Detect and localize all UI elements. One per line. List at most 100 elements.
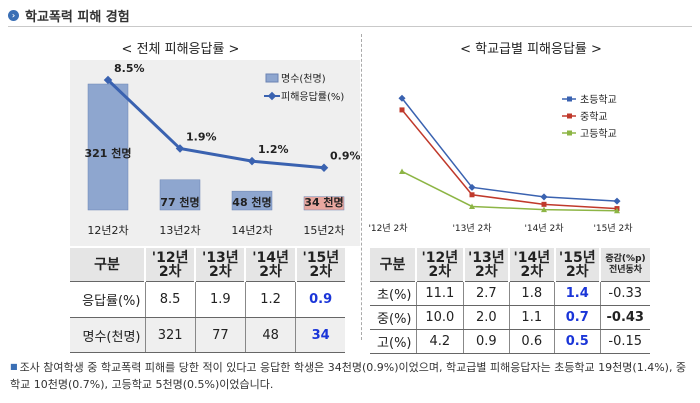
col-header: 구분 — [70, 248, 145, 282]
table-cell: -0.15 — [599, 329, 650, 354]
table-cell: 1.8 — [508, 281, 555, 306]
overall-table: 구분 '12년 2차 '13년 2차 '14년 2차 '15년 2차 응답률(%… — [70, 248, 345, 353]
data-point — [613, 197, 621, 205]
table-cell: 0.6 — [508, 329, 555, 354]
legend-label: 중학교 — [580, 111, 608, 123]
bar — [231, 190, 273, 211]
data-point — [469, 203, 475, 209]
col-header: '15년 2차 — [294, 248, 345, 282]
section-header: › 학교폭력 피해 경험 — [8, 6, 130, 25]
x-tick-label: '12년 2차 — [368, 222, 408, 234]
legend-label: 고등학교 — [580, 128, 617, 140]
legend-label: 피해응답률(%) — [281, 90, 344, 103]
x-tick-label: 13년2차 — [159, 224, 200, 237]
table-cell: 4.2 — [415, 329, 464, 354]
legend-marker — [567, 96, 572, 102]
table-row: 초(%) 11.1 2.7 1.8 1.4 -0.33 — [370, 281, 650, 306]
table-cell: 0.5 — [554, 329, 600, 354]
table-cell: 2.0 — [463, 305, 510, 330]
bar — [303, 196, 345, 211]
data-point — [541, 206, 547, 213]
col-header: '12년 2차 — [143, 248, 196, 282]
data-point — [319, 163, 329, 172]
bar — [159, 179, 201, 211]
left-chart-title: < 전체 피해응답률 > — [121, 42, 240, 57]
legend-marker — [567, 113, 572, 119]
right-chart-title: < 학교급별 피해응답률 > — [460, 42, 602, 57]
footnote: ■ 조사 참여학생 중 학교폭력 피해를 당한 적이 있다고 응답한 학생은 34… — [10, 358, 690, 393]
legend-marker — [567, 130, 572, 136]
col-header: '12년 2차 — [415, 248, 464, 282]
x-tick-label: 15년2차 — [303, 224, 344, 237]
table-cell: -0.33 — [599, 281, 650, 306]
table-cell: -0.43 — [599, 305, 650, 330]
row-label: 초(%) — [370, 281, 416, 306]
table-cell: 34 — [295, 317, 345, 353]
x-tick-label: 12년2차 — [87, 224, 128, 237]
section-title: 학교폭력 피해 경험 — [25, 10, 130, 25]
header-divider — [8, 26, 692, 27]
table-cell: 10.0 — [415, 305, 464, 330]
row-label: 고(%) — [370, 329, 416, 354]
data-point — [398, 94, 406, 102]
table-cell: 8.5 — [144, 281, 196, 318]
table-row: 명수(천명) 321 77 48 34 — [70, 317, 345, 353]
bar — [87, 83, 129, 211]
data-point — [614, 207, 620, 214]
row-label: 중(%) — [370, 305, 416, 330]
table-cell: 48 — [244, 317, 296, 353]
table-cell: 1.4 — [554, 281, 600, 306]
footnote-text: 조사 참여학생 중 학교폭력 피해를 당한 적이 있다고 응답한 학생은 34천… — [10, 361, 687, 391]
table-cell: 321 — [144, 317, 196, 353]
table-header-row: 구분 '12년 2차 '13년 2차 '14년 2차 '15년 2차 증감(%p… — [370, 248, 650, 282]
series-line-1 — [401, 97, 618, 202]
data-label: 1.2% — [258, 143, 289, 156]
table-cell: 1.1 — [508, 305, 555, 330]
school-level-table: 구분 '12년 2차 '13년 2차 '14년 2차 '15년 2차 증감(%p… — [370, 248, 650, 354]
x-tick-label: 14년2차 — [231, 224, 272, 237]
series-line-3 — [401, 170, 618, 212]
table-cell: 1.2 — [244, 281, 296, 318]
x-tick-label: '14년 2차 — [524, 222, 564, 234]
legend-label: 명수(천명) — [281, 73, 326, 85]
table-cell: 0.9 — [295, 281, 345, 318]
data-point — [247, 156, 257, 166]
bar-label: 321 천명 — [84, 146, 131, 160]
col-header: '15년 2차 — [553, 248, 600, 282]
data-point — [540, 193, 548, 201]
col-header: '13년 2차 — [462, 248, 510, 282]
row-label: 명수(천명) — [70, 317, 145, 353]
x-tick-label: '13년 2차 — [452, 222, 492, 234]
data-label: 8.5% — [114, 62, 145, 75]
legend-label: 초등학교 — [580, 94, 617, 106]
bullet-icon: ■ — [10, 362, 18, 371]
data-label: 0.9% — [330, 150, 360, 163]
bar-label: 48 천명 — [232, 195, 271, 209]
data-point — [399, 107, 405, 113]
data-label: 1.9% — [186, 131, 217, 144]
table-cell: 0.7 — [554, 305, 600, 330]
table-cell: 2.7 — [463, 281, 510, 306]
table-row: 고(%) 4.2 0.9 0.6 0.5 -0.15 — [370, 329, 650, 354]
data-point — [468, 183, 476, 191]
table-cell: 77 — [194, 317, 246, 353]
series-line-rate — [106, 78, 325, 170]
table-row: 응답률(%) 8.5 1.9 1.2 0.9 — [70, 281, 345, 318]
col-header: 증감(%p) 전년동차 — [599, 248, 650, 282]
col-header: '14년 2차 — [244, 248, 296, 282]
overall-rate-chart: 321 천명 12년2차 77 천명 13년2차 48 천명 14년2차 34 천명 15년2… — [70, 60, 360, 246]
table-header-row: 구분 '12년 2차 '13년 2차 '14년 2차 '15년 2차 — [70, 248, 345, 282]
data-point — [541, 201, 547, 207]
col-header: '13년 2차 — [194, 248, 246, 282]
data-point — [399, 168, 405, 174]
legend-swatch-bar — [265, 73, 279, 83]
bar-label: 34 천명 — [304, 195, 343, 209]
legend-marker — [267, 91, 277, 101]
table-cell: 1.9 — [194, 281, 246, 318]
x-tick-label: '15년 2차 — [593, 222, 633, 234]
table-row: 중(%) 10.0 2.0 1.1 0.7 -0.43 — [370, 305, 650, 330]
arrow-bullet-icon: › — [8, 10, 19, 21]
panel-divider — [361, 34, 362, 340]
bar-label: 77 천명 — [160, 195, 199, 209]
